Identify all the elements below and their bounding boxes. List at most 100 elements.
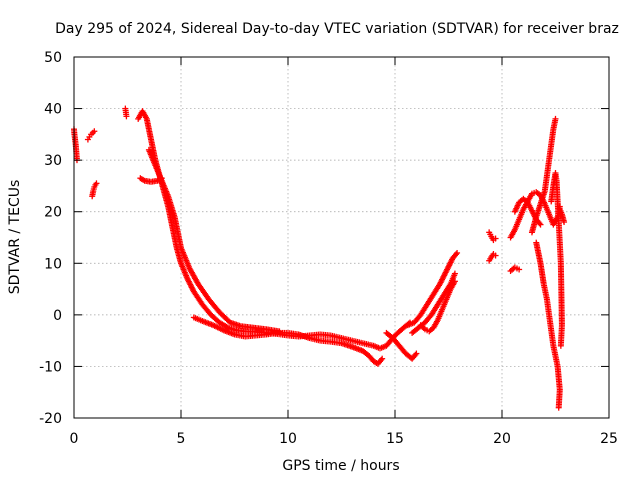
point-cluster (276, 329, 290, 336)
point-cluster (146, 148, 158, 167)
point-cluster (308, 335, 322, 344)
point-cluster (557, 207, 565, 216)
point-cluster (542, 174, 550, 193)
point-cluster (165, 205, 176, 229)
point-cluster (217, 310, 233, 325)
x-tick-label: 15 (386, 431, 404, 447)
point-cluster (557, 261, 565, 327)
point-cluster (318, 337, 333, 345)
point-cluster (548, 127, 557, 146)
point-cluster (286, 330, 300, 338)
point-cluster (144, 117, 154, 141)
point-cluster (243, 332, 258, 340)
point-cluster (361, 340, 375, 349)
grid (74, 57, 609, 418)
x-tick-label: 0 (70, 431, 79, 447)
data-points (71, 105, 568, 411)
x-tick-label: 5 (177, 431, 186, 447)
point-cluster (444, 256, 456, 273)
point-cluster (297, 331, 311, 341)
chart-title: Day 295 of 2024, Sidereal Day-to-day VTE… (55, 21, 619, 37)
point-cluster (209, 312, 222, 325)
series-seg-m (486, 251, 499, 264)
point-cluster (550, 117, 559, 131)
point-cluster (222, 327, 236, 337)
point-cluster (516, 207, 526, 221)
point-cluster (546, 143, 554, 162)
point-cluster (90, 186, 97, 193)
point-cluster (412, 313, 423, 325)
series-seg-q (528, 115, 559, 236)
point-cluster (206, 297, 222, 314)
point-cluster (533, 202, 543, 219)
point-cluster (533, 241, 544, 265)
point-cluster (537, 261, 547, 286)
data-point (93, 180, 100, 187)
point-cluster (529, 215, 539, 234)
point-cluster (372, 343, 382, 351)
point-cluster (192, 315, 204, 324)
point-cluster (155, 176, 164, 183)
point-cluster (397, 344, 408, 356)
point-cluster (544, 298, 552, 317)
series-seg-i (404, 249, 461, 329)
y-tick-label: 10 (44, 256, 62, 272)
point-cluster (548, 329, 557, 348)
series-seg-k (417, 278, 458, 335)
point-cluster (557, 323, 565, 348)
point-cluster (239, 323, 256, 331)
series-seg-o (511, 195, 544, 228)
series-seg-n (507, 189, 563, 241)
data-point (91, 128, 98, 135)
point-cluster (418, 303, 430, 317)
point-cluster (541, 282, 550, 301)
series-seg-d (122, 105, 130, 120)
point-cluster (435, 308, 445, 322)
plot-frame (73, 56, 610, 419)
series-seg-e-upper (145, 146, 283, 335)
series-seg-p (507, 264, 523, 275)
series-seg-f (137, 175, 165, 185)
point-cluster (350, 344, 365, 354)
series-seg-a (71, 126, 80, 164)
point-cluster (525, 201, 535, 213)
point-cluster (489, 252, 496, 259)
point-cluster (318, 331, 333, 339)
series-seg-s (548, 170, 565, 349)
point-cluster (450, 251, 459, 260)
point-cluster (553, 179, 561, 203)
point-cluster (538, 189, 548, 206)
point-cluster (555, 388, 563, 410)
point-cluster (489, 235, 496, 242)
x-tick-label: 10 (279, 431, 297, 447)
series-seg-c (89, 180, 100, 200)
series-seg-l (486, 229, 499, 244)
point-cluster (512, 218, 522, 232)
point-cluster (554, 365, 563, 391)
point-cluster (350, 338, 365, 346)
point-cluster (149, 178, 159, 185)
point-cluster (122, 107, 130, 118)
point-cluster (191, 290, 205, 307)
y-tick-label: -20 (39, 411, 62, 427)
point-cluster (550, 344, 559, 358)
axis-ticks: 0 5 10 15 20 25 -20 -10 0 10 20 30 40 50 (39, 50, 618, 447)
point-cluster (555, 220, 563, 244)
x-tick-label: 20 (493, 431, 511, 447)
point-cluster (559, 212, 567, 224)
point-cluster (429, 303, 440, 317)
point-cluster (512, 200, 522, 214)
point-cluster (448, 279, 458, 291)
point-cluster (178, 246, 192, 270)
point-cluster (171, 215, 184, 250)
x-tick-label: 25 (600, 431, 618, 447)
point-cluster (367, 354, 376, 363)
point-cluster (71, 133, 78, 141)
series-seg-h (383, 329, 420, 362)
point-cluster (200, 318, 215, 328)
series-seg-g (190, 314, 386, 367)
point-cluster (542, 202, 552, 216)
point-cluster (410, 351, 419, 361)
point-cluster (211, 322, 226, 333)
point-cluster (265, 330, 279, 338)
